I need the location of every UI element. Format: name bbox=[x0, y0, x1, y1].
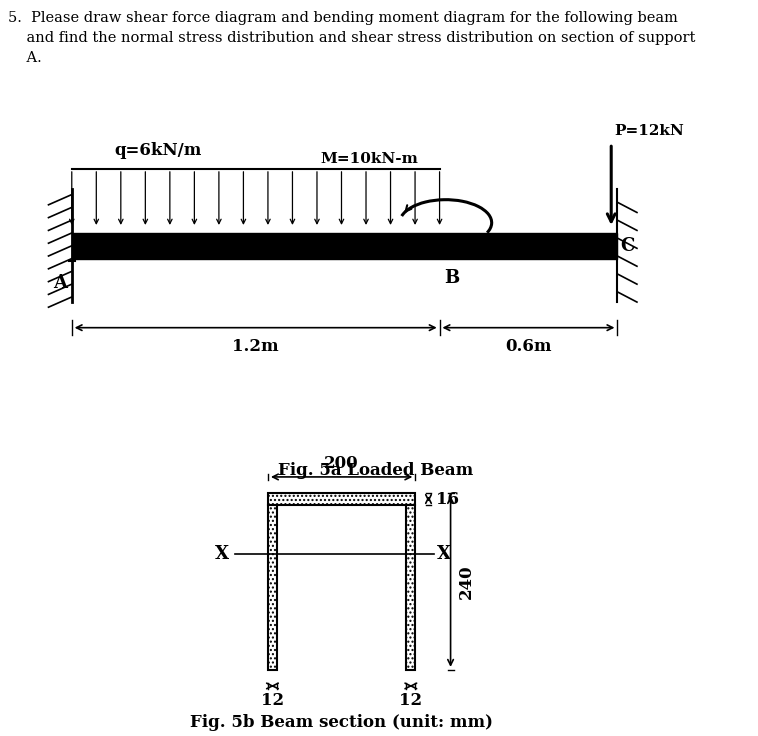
Text: A: A bbox=[53, 274, 67, 292]
Text: 12: 12 bbox=[261, 692, 284, 709]
Text: 200: 200 bbox=[324, 455, 359, 472]
Text: A.: A. bbox=[8, 51, 42, 65]
Text: q=6kN/m: q=6kN/m bbox=[114, 142, 202, 159]
Text: 12: 12 bbox=[399, 692, 422, 709]
Bar bbox=[72, 233, 617, 258]
Bar bbox=[406, 505, 415, 670]
Text: P=12kN: P=12kN bbox=[614, 124, 684, 138]
Text: and find the normal stress distribution and shear stress distribution on section: and find the normal stress distribution … bbox=[8, 31, 695, 45]
Text: X: X bbox=[437, 545, 452, 563]
Text: C: C bbox=[620, 237, 634, 255]
Text: 1.2m: 1.2m bbox=[233, 338, 279, 355]
Text: Fig. 5b Beam section (unit: mm): Fig. 5b Beam section (unit: mm) bbox=[190, 714, 493, 731]
Text: B: B bbox=[444, 269, 460, 287]
Text: X: X bbox=[215, 545, 229, 563]
Bar bbox=[268, 505, 277, 670]
Text: 0.6m: 0.6m bbox=[506, 338, 552, 355]
Text: Fig. 5a Loaded Beam: Fig. 5a Loaded Beam bbox=[277, 462, 473, 479]
Text: 16: 16 bbox=[436, 490, 459, 508]
Text: 5.  Please draw shear force diagram and bending moment diagram for the following: 5. Please draw shear force diagram and b… bbox=[8, 11, 678, 25]
Bar bbox=[268, 493, 415, 505]
Text: M=10kN-m: M=10kN-m bbox=[320, 152, 418, 166]
Text: 240: 240 bbox=[458, 564, 475, 599]
